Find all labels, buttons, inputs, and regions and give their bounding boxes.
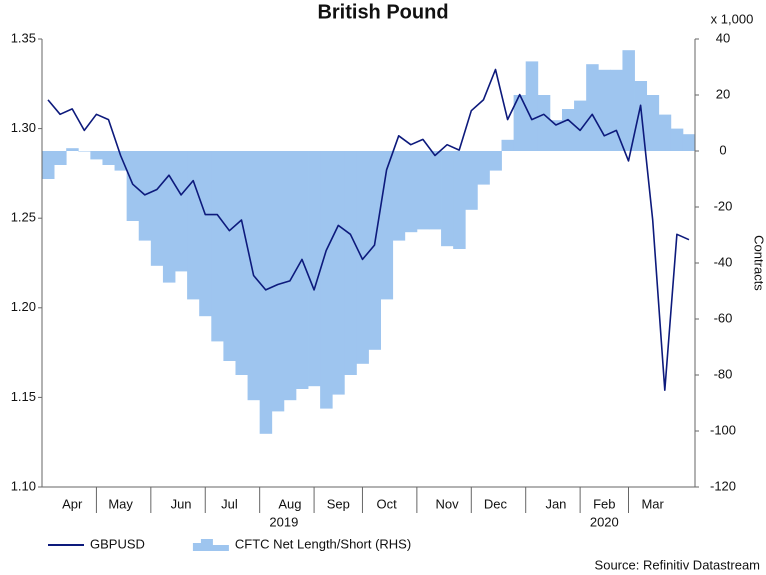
y2-tick-label: -40 bbox=[714, 254, 733, 269]
area-step bbox=[465, 151, 478, 210]
area-step bbox=[368, 151, 381, 350]
area-step bbox=[428, 151, 442, 230]
y2-tick-label: 0 bbox=[719, 142, 726, 157]
y-tick-label: 1.35 bbox=[11, 30, 36, 45]
area-step bbox=[199, 151, 212, 317]
area-step bbox=[320, 151, 333, 409]
area-step bbox=[404, 151, 418, 233]
y2-tick-label: -100 bbox=[710, 422, 736, 437]
y-tick-label: 1.15 bbox=[11, 389, 36, 404]
x-tick-label: Apr bbox=[62, 496, 83, 511]
x-tick-label: Aug bbox=[278, 496, 301, 511]
area-step bbox=[42, 151, 55, 179]
legend-swatch bbox=[192, 539, 229, 551]
area-step bbox=[283, 151, 297, 401]
area-step bbox=[90, 151, 103, 160]
x-tick-label: Jul bbox=[221, 496, 238, 511]
area-step bbox=[392, 151, 406, 241]
area-step bbox=[175, 151, 188, 272]
chart-title: British Pound bbox=[317, 1, 448, 23]
source: Source: Refinitiv Datastream bbox=[595, 557, 760, 572]
area-step bbox=[416, 151, 430, 230]
area-step bbox=[114, 151, 128, 171]
x-tick-label: Dec bbox=[484, 496, 508, 511]
area-step bbox=[634, 81, 648, 151]
y2-unit: x 1,000 bbox=[711, 11, 754, 26]
area-step bbox=[235, 151, 248, 375]
y-tick-label: 1.10 bbox=[11, 478, 36, 493]
y-tick-label: 1.25 bbox=[11, 210, 36, 225]
area-step bbox=[670, 128, 684, 151]
area-step bbox=[525, 61, 539, 151]
area-step bbox=[344, 151, 357, 375]
legend-label: CFTC Net Length/Short (RHS) bbox=[235, 536, 411, 551]
y2-tick-label: -20 bbox=[714, 198, 733, 213]
area-step bbox=[78, 151, 91, 152]
x-tick-label: Jan bbox=[545, 496, 566, 511]
area-step bbox=[223, 151, 236, 361]
area-step bbox=[308, 151, 321, 387]
area-step bbox=[610, 69, 623, 151]
area-step bbox=[187, 151, 200, 300]
area-step bbox=[682, 134, 696, 151]
area-step bbox=[259, 151, 273, 434]
y2-tick-label: 40 bbox=[716, 30, 730, 45]
x-tick-label: Jun bbox=[171, 496, 192, 511]
area-step bbox=[332, 151, 345, 395]
x-tick-label: Feb bbox=[593, 496, 615, 511]
legend-label: GBPUSD bbox=[90, 536, 145, 551]
area-step bbox=[489, 151, 502, 171]
area-step bbox=[211, 151, 224, 342]
area-step bbox=[646, 95, 660, 151]
area-step bbox=[453, 151, 466, 249]
area-step bbox=[54, 151, 67, 165]
year-label: 2019 bbox=[269, 514, 298, 529]
y2-tick-label: -120 bbox=[710, 478, 736, 493]
y-tick-label: 1.20 bbox=[11, 299, 36, 314]
x-tick-label: Mar bbox=[641, 496, 664, 511]
area-step bbox=[622, 50, 635, 152]
area-step bbox=[356, 151, 369, 364]
area-step bbox=[513, 95, 527, 151]
x-tick-label: Sep bbox=[327, 496, 350, 511]
area-step bbox=[66, 148, 79, 151]
line bbox=[47, 68, 690, 391]
area-step bbox=[138, 151, 152, 241]
area-step bbox=[477, 151, 490, 185]
area-step bbox=[150, 151, 164, 266]
area-step bbox=[102, 151, 115, 165]
y2-axis-label: Contracts bbox=[752, 235, 766, 291]
area-step bbox=[574, 100, 587, 151]
y2-tick-label: -80 bbox=[714, 366, 733, 381]
x-tick-label: May bbox=[108, 496, 133, 511]
area-step bbox=[162, 151, 176, 283]
x-tick-label: Nov bbox=[436, 496, 460, 511]
area-step bbox=[441, 151, 454, 247]
area-step bbox=[561, 109, 575, 151]
x-tick-label: Oct bbox=[377, 496, 398, 511]
year-label: 2020 bbox=[590, 514, 619, 529]
area-step bbox=[586, 64, 599, 151]
area-step bbox=[295, 151, 309, 389]
area-step bbox=[537, 95, 551, 151]
area-step bbox=[271, 151, 285, 412]
y-tick-label: 1.30 bbox=[11, 120, 36, 135]
area-step bbox=[549, 120, 563, 151]
y2-tick-label: 20 bbox=[716, 86, 730, 101]
area-step bbox=[126, 151, 140, 221]
y2-tick-label: -60 bbox=[714, 310, 733, 325]
area-step bbox=[658, 114, 672, 151]
area-step bbox=[598, 69, 611, 151]
area-step bbox=[501, 139, 515, 151]
